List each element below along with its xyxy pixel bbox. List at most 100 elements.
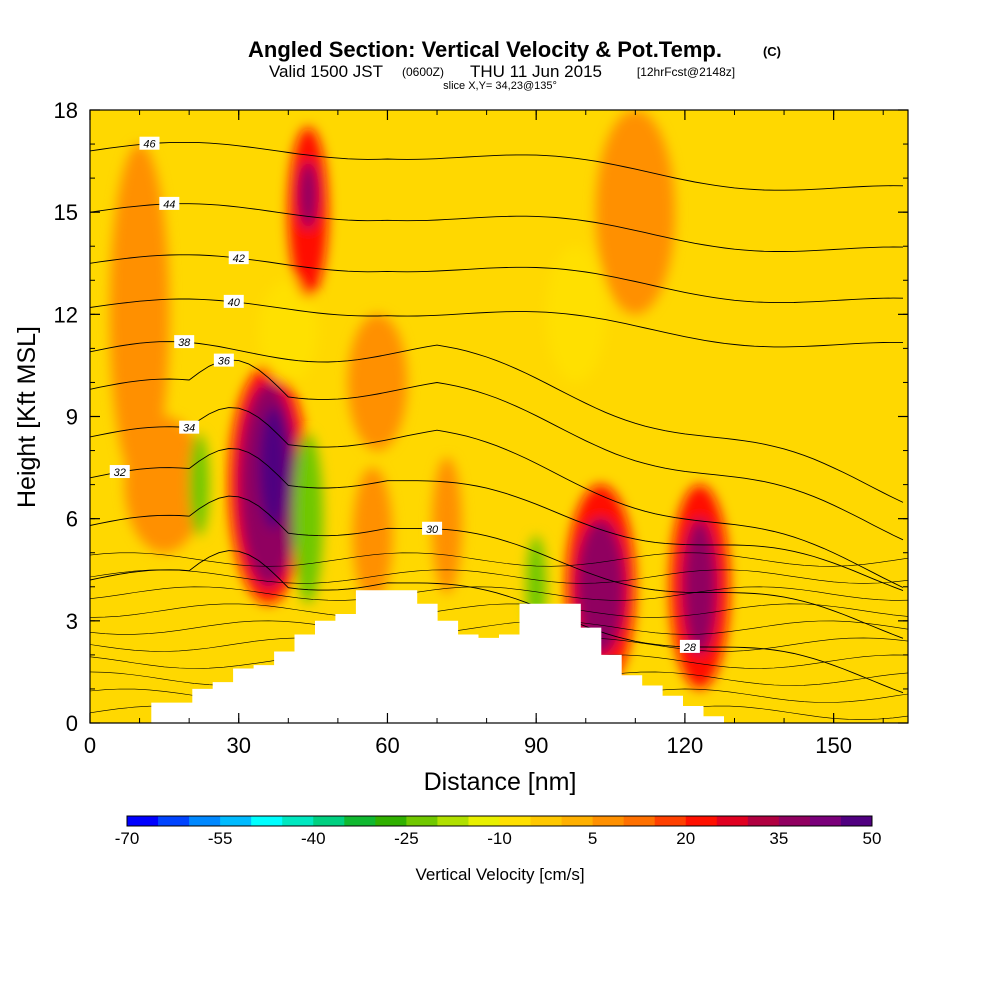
- y-tick-label: 18: [54, 98, 78, 123]
- contour-label-box: [228, 251, 249, 265]
- colorbar-segment: [623, 816, 656, 826]
- contour-label: 46: [143, 139, 156, 151]
- colorbar-tick-label: 20: [676, 829, 695, 848]
- velocity-cell: [595, 110, 675, 315]
- theta-contour-low: [90, 586, 908, 601]
- colorbar-frame: [126, 815, 873, 827]
- colorbar-segment: [561, 816, 594, 826]
- colorbar-tick-label: -55: [208, 829, 233, 848]
- colorbar-label: Vertical Velocity [cm/s]: [415, 865, 584, 884]
- y-tick-label: 6: [66, 507, 78, 532]
- theta-contour-low: [90, 603, 908, 618]
- velocity-cell: [546, 246, 606, 383]
- y-tick-label: 9: [66, 405, 78, 430]
- colorbar-tick-label: 50: [863, 829, 882, 848]
- colorbar-tick-label: 35: [769, 829, 788, 848]
- theta-contour-low: [90, 569, 908, 584]
- velocity-cell: [352, 467, 393, 604]
- contour-label: 32: [114, 467, 126, 479]
- theta-contour: [90, 341, 904, 503]
- contour-label-box: [174, 335, 195, 349]
- colorbar-segment: [809, 816, 842, 826]
- colorbar-tick-label: 5: [588, 829, 597, 848]
- colorbar-segment: [840, 816, 873, 826]
- velocity-cell: [109, 144, 170, 485]
- plot-area: 46 44 42 40 38 36 34 32 30 28: [90, 110, 908, 723]
- velocity-cell: [124, 416, 205, 553]
- contour-label-box: [213, 353, 234, 367]
- y-axis-label: Height [Kft MSL]: [13, 326, 41, 508]
- x-tick-label: 150: [815, 733, 852, 758]
- contour-label: 42: [233, 253, 245, 265]
- theta-contour: [90, 448, 904, 592]
- velocity-cell: [298, 161, 319, 230]
- colorbar-segment: [685, 816, 718, 826]
- contour-label: 36: [218, 356, 231, 368]
- contour-label: 44: [163, 199, 175, 211]
- colorbar-segment: [530, 816, 563, 826]
- chart-title-unit: (C): [763, 44, 781, 59]
- colorbar-segment: [127, 816, 159, 826]
- contour-label: 40: [228, 297, 241, 309]
- contour-labels: 46 44 42 40 38 36 34 32 30 28: [109, 136, 700, 654]
- colorbar-segment: [437, 816, 469, 826]
- x-axis-label: Distance [nm]: [424, 768, 577, 796]
- colorbar-ticks: -70 -55 -40 -25 -10 5 20 35 50: [115, 829, 882, 848]
- velocity-background: [90, 110, 908, 723]
- x-tick-label: 120: [667, 733, 704, 758]
- colorbar-segment: [406, 816, 438, 826]
- colorbar-segment: [251, 816, 283, 826]
- valid-utc: (0600Z): [402, 65, 444, 79]
- x-axis: 0 30 60 90 120 150: [84, 110, 884, 758]
- colorbar-segment: [468, 816, 500, 826]
- colorbar-segment: [592, 816, 625, 826]
- theta-contour-low: [90, 620, 908, 635]
- valid-date: THU 11 Jun 2015: [470, 62, 602, 81]
- colorbar-segment: [220, 816, 252, 826]
- colorbar-segment: [778, 816, 811, 826]
- theta-contour: [90, 495, 904, 639]
- contour-label-box: [109, 465, 130, 479]
- colorbar-segment: [189, 816, 221, 826]
- forecast-info: [12hrFcst@2148z]: [637, 65, 735, 79]
- colorbar-segment: [375, 816, 407, 826]
- velocity-cell: [432, 457, 462, 594]
- y-tick-label: 12: [54, 302, 78, 327]
- theta-contour: [90, 407, 904, 588]
- contour-label-box: [223, 294, 244, 308]
- chart-title: Angled Section: Vertical Velocity & Pot.…: [248, 37, 722, 62]
- x-tick-label: 0: [84, 733, 96, 758]
- x-tick-label: 60: [375, 733, 399, 758]
- colorbar-tick-label: -25: [394, 829, 419, 848]
- colorbar-segment: [313, 816, 345, 826]
- y-tick-label: 3: [66, 609, 78, 634]
- contour-label-box: [679, 639, 700, 653]
- slice-info: slice X,Y= 34,23@135°: [443, 80, 557, 92]
- velocity-cell: [189, 433, 209, 536]
- x-tick-label: 90: [524, 733, 548, 758]
- theta-contour-low: [90, 552, 908, 567]
- velocity-cell: [575, 518, 626, 655]
- valid-prefix: Valid 1500 JST: [269, 62, 383, 81]
- contour-label: 28: [683, 642, 697, 654]
- colorbar-segment: [716, 816, 749, 826]
- colorbar-segment: [499, 816, 532, 826]
- contour-label: 34: [183, 423, 195, 435]
- velocity-cell: [293, 433, 324, 604]
- theta-contour: [90, 141, 904, 191]
- colorbar-segment: [654, 816, 687, 826]
- colorbar-tick-label: -40: [301, 829, 326, 848]
- velocity-cell: [347, 314, 408, 451]
- colorbar-tick-label: -70: [115, 829, 140, 848]
- terrain: [90, 590, 908, 723]
- contour-label-box: [422, 521, 443, 535]
- colorbar: [126, 815, 873, 827]
- contour-label: 38: [178, 337, 191, 349]
- theta-contour: [90, 203, 904, 252]
- velocity-cell: [258, 406, 289, 529]
- y-tick-label: 15: [54, 200, 78, 225]
- contour-label-box: [139, 136, 160, 150]
- contour-label-box: [159, 196, 180, 210]
